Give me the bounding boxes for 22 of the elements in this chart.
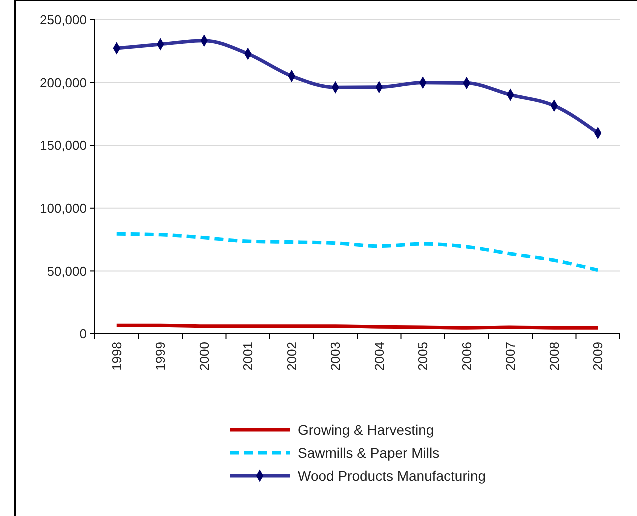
x-tick-label: 1999 bbox=[153, 342, 168, 371]
x-tick-label: 2005 bbox=[416, 342, 431, 371]
y-tick-label: 150,000 bbox=[40, 138, 87, 154]
x-tick-label: 2008 bbox=[546, 342, 562, 371]
x-tick-label: 2002 bbox=[284, 342, 300, 371]
x-tick-label: 2007 bbox=[503, 342, 518, 371]
x-tick-label: 2003 bbox=[328, 342, 344, 371]
x-tick-label: 2009 bbox=[590, 342, 606, 371]
y-tick-label: 0 bbox=[80, 326, 87, 342]
y-tick-label: 100,000 bbox=[40, 200, 87, 216]
legend-label: Sawmills & Paper Mills bbox=[298, 444, 440, 461]
x-tick-label: 1998 bbox=[109, 342, 124, 371]
legend-label: Wood Products Manufacturing bbox=[298, 468, 486, 484]
y-tick-label: 50,000 bbox=[47, 264, 87, 279]
legend-label: Growing & Harvesting bbox=[298, 422, 434, 438]
y-tick-label: 200,000 bbox=[40, 75, 87, 90]
x-tick-label: 2000 bbox=[196, 342, 212, 371]
x-tick-label: 2001 bbox=[240, 342, 256, 371]
y-tick-label: 250,000 bbox=[40, 12, 87, 28]
x-tick-label: 2006 bbox=[459, 342, 474, 371]
x-tick-label: 2004 bbox=[372, 342, 387, 371]
line-series bbox=[115, 232, 600, 272]
